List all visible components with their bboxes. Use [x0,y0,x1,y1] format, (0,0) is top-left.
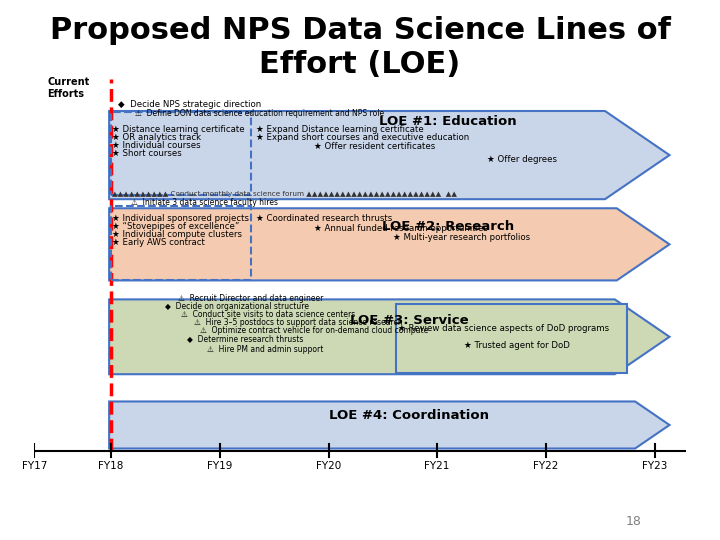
Text: LOE #1: Education: LOE #1: Education [379,115,517,128]
Polygon shape [109,299,670,374]
Text: 18: 18 [626,515,642,528]
Polygon shape [109,208,670,280]
Text: ★ Individual courses: ★ Individual courses [112,141,200,150]
Text: ⚠  Hire PM and admin support: ⚠ Hire PM and admin support [207,345,323,354]
Text: ★ Distance learning certificate: ★ Distance learning certificate [112,125,244,134]
Polygon shape [109,401,670,449]
Text: ★ Individual sponsored projects: ★ Individual sponsored projects [112,214,248,223]
Text: ◆  Decide on organizational structure: ◆ Decide on organizational structure [165,302,309,311]
Text: ★ Expand short courses and executive education: ★ Expand short courses and executive edu… [256,133,469,143]
Text: ★ Trusted agent for DoD: ★ Trusted agent for DoD [464,341,570,350]
Text: LOE #3: Service: LOE #3: Service [349,314,468,327]
Text: Current
Efforts: Current Efforts [48,77,89,99]
Text: ⚠  Hire 3–5 postdocs to support data science research: ⚠ Hire 3–5 postdocs to support data scie… [194,318,402,327]
Text: ★ Early AWS contract: ★ Early AWS contract [112,238,204,247]
Text: ⚠  Initiate 3 data science faculty hires: ⚠ Initiate 3 data science faculty hires [130,198,278,207]
Text: FY23: FY23 [642,461,667,471]
Text: FY19: FY19 [207,461,233,471]
Text: ★ “Stovepipes of excellence”: ★ “Stovepipes of excellence” [112,222,239,231]
Text: ★ Annual funded research opportunities: ★ Annual funded research opportunities [315,224,488,233]
Text: ⚠  Recruit Director and data engineer: ⚠ Recruit Director and data engineer [178,294,323,303]
Text: ★ Offer resident certificates: ★ Offer resident certificates [315,141,436,151]
Text: ★ Offer degrees: ★ Offer degrees [487,156,557,164]
Text: FY18: FY18 [99,461,124,471]
Text: FY20: FY20 [316,461,341,471]
Text: ★ Individual compute clusters: ★ Individual compute clusters [112,230,242,239]
Polygon shape [109,111,670,199]
Text: FY17: FY17 [22,461,47,471]
Text: FY22: FY22 [533,461,559,471]
Text: ⚠  Conduct site visits to data science centers: ⚠ Conduct site visits to data science ce… [181,310,355,319]
Text: ★ OR analytics track: ★ OR analytics track [112,133,201,142]
Text: ★ Expand Distance learning certificate: ★ Expand Distance learning certificate [256,125,423,134]
Text: FY21: FY21 [424,461,449,471]
Text: ★ Coordinated research thrusts: ★ Coordinated research thrusts [256,214,392,223]
Text: ▲▲▲▲▲▲▲▲▲▲ Conduct monthly data science forum ▲▲▲▲▲▲▲▲▲▲▲▲▲▲▲▲▲▲▲▲▲▲▲▲  ▲▲: ▲▲▲▲▲▲▲▲▲▲ Conduct monthly data science … [112,191,456,197]
Text: ★ Review data science aspects of DoD programs: ★ Review data science aspects of DoD pro… [397,325,609,333]
Text: ★ Multi-year research portfolios: ★ Multi-year research portfolios [392,233,530,242]
Text: LOE #4: Coordination: LOE #4: Coordination [329,409,489,422]
Text: ◆  Decide NPS strategic direction: ◆ Decide NPS strategic direction [117,100,261,109]
Text: LOE #2: Research: LOE #2: Research [382,220,514,233]
Text: Proposed NPS Data Science Lines of
Effort (LOE): Proposed NPS Data Science Lines of Effor… [50,16,670,79]
Text: ⚠  Define DON data science education requirement and NPS role: ⚠ Define DON data science education requ… [135,109,384,118]
Text: ◆  Determine research thrusts: ◆ Determine research thrusts [187,334,304,343]
FancyBboxPatch shape [396,304,627,373]
Text: ★ Short courses: ★ Short courses [112,149,181,158]
Text: ⚠  Optimize contract vehicle for on-demand cloud compute: ⚠ Optimize contract vehicle for on-deman… [200,326,428,335]
